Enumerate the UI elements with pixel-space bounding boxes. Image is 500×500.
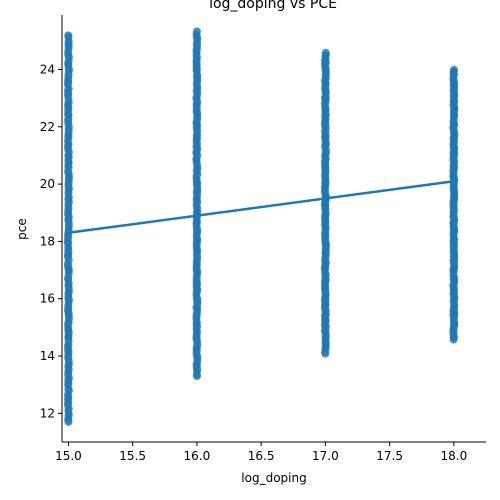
y-tick-label: 12: [40, 406, 55, 420]
points-layer: [63, 27, 459, 426]
data-point: [321, 48, 330, 57]
y-axis-label: pce: [15, 218, 29, 240]
chart-title: log_doping vs PCE: [209, 0, 337, 12]
y-tick-label: 16: [40, 292, 55, 306]
y-tick-label: 18: [40, 234, 55, 248]
x-tick-label: 18.0: [441, 449, 468, 463]
x-axis-label: log_doping: [241, 471, 306, 485]
regression-line: [68, 179, 455, 235]
data-point: [450, 65, 459, 74]
data-point: [64, 31, 73, 40]
x-tick-label: 15.5: [119, 449, 146, 463]
x-ticks: 15.0 15.5 16.0 16.5 17.0 17.5 18.0: [55, 442, 467, 463]
y-ticks: 12 14 16 18 20 22 24: [40, 62, 62, 420]
y-tick-label: 14: [40, 349, 55, 363]
x-tick-label: 17.5: [376, 449, 403, 463]
y-tick-label: 22: [40, 120, 55, 134]
x-tick-label: 15.0: [55, 449, 82, 463]
data-point: [192, 27, 201, 36]
x-tick-label: 16.0: [184, 449, 211, 463]
x-tick-label: 17.0: [312, 449, 339, 463]
y-tick-label: 20: [40, 177, 55, 191]
y-tick-label: 24: [40, 62, 55, 76]
x-tick-label: 16.5: [248, 449, 275, 463]
